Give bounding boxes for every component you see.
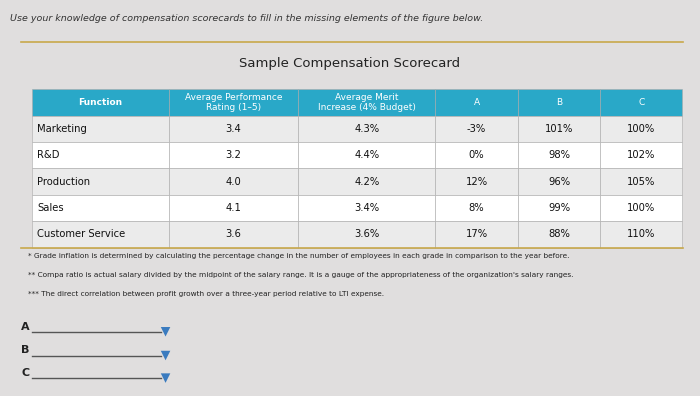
Text: 4.4%: 4.4% [354, 150, 379, 160]
Text: ** Compa ratio is actual salary divided by the midpoint of the salary range. It : ** Compa ratio is actual salary divided … [28, 272, 573, 278]
Text: A: A [473, 98, 480, 107]
Text: Marketing: Marketing [37, 124, 87, 134]
Text: 105%: 105% [627, 177, 655, 187]
Text: C: C [638, 98, 645, 107]
Text: Production: Production [37, 177, 90, 187]
Text: 100%: 100% [627, 203, 655, 213]
Text: 96%: 96% [548, 177, 570, 187]
Polygon shape [161, 327, 170, 337]
Text: Sales: Sales [37, 203, 64, 213]
Text: C: C [21, 368, 29, 378]
Text: -3%: -3% [467, 124, 486, 134]
Text: * Grade inflation is determined by calculating the percentage change in the numb: * Grade inflation is determined by calcu… [28, 253, 570, 259]
Text: Customer Service: Customer Service [37, 229, 125, 239]
Text: 98%: 98% [548, 150, 570, 160]
Text: Sample Compensation Scorecard: Sample Compensation Scorecard [239, 57, 461, 70]
Text: 4.2%: 4.2% [354, 177, 379, 187]
Text: 3.4%: 3.4% [354, 203, 379, 213]
Text: 17%: 17% [466, 229, 488, 239]
Text: Average Performance
Rating (1–5): Average Performance Rating (1–5) [185, 93, 282, 112]
Text: Average Merit
Increase (4% Budget): Average Merit Increase (4% Budget) [318, 93, 416, 112]
Text: B: B [556, 98, 562, 107]
Text: 4.1: 4.1 [225, 203, 241, 213]
Text: 4.0: 4.0 [225, 177, 241, 187]
Text: 3.4: 3.4 [225, 124, 241, 134]
Text: R&D: R&D [37, 150, 60, 160]
Text: Function: Function [78, 98, 122, 107]
Text: 102%: 102% [627, 150, 655, 160]
Text: 99%: 99% [548, 203, 570, 213]
Text: A: A [21, 322, 29, 332]
Text: 3.2: 3.2 [225, 150, 241, 160]
Text: 100%: 100% [627, 124, 655, 134]
Text: 88%: 88% [548, 229, 570, 239]
Polygon shape [161, 351, 170, 360]
Text: 3.6: 3.6 [225, 229, 241, 239]
Text: B: B [21, 345, 29, 356]
Text: 3.6%: 3.6% [354, 229, 379, 239]
Polygon shape [161, 373, 170, 383]
Text: 12%: 12% [466, 177, 488, 187]
Text: 8%: 8% [469, 203, 484, 213]
Text: Use your knowledge of compensation scorecards to fill in the missing elements of: Use your knowledge of compensation score… [10, 14, 484, 23]
Text: 110%: 110% [627, 229, 655, 239]
Text: 4.3%: 4.3% [354, 124, 379, 134]
Text: 101%: 101% [545, 124, 573, 134]
Text: *** The direct correlation between profit growth over a three-year period relati: *** The direct correlation between profi… [28, 291, 384, 297]
Text: 0%: 0% [469, 150, 484, 160]
